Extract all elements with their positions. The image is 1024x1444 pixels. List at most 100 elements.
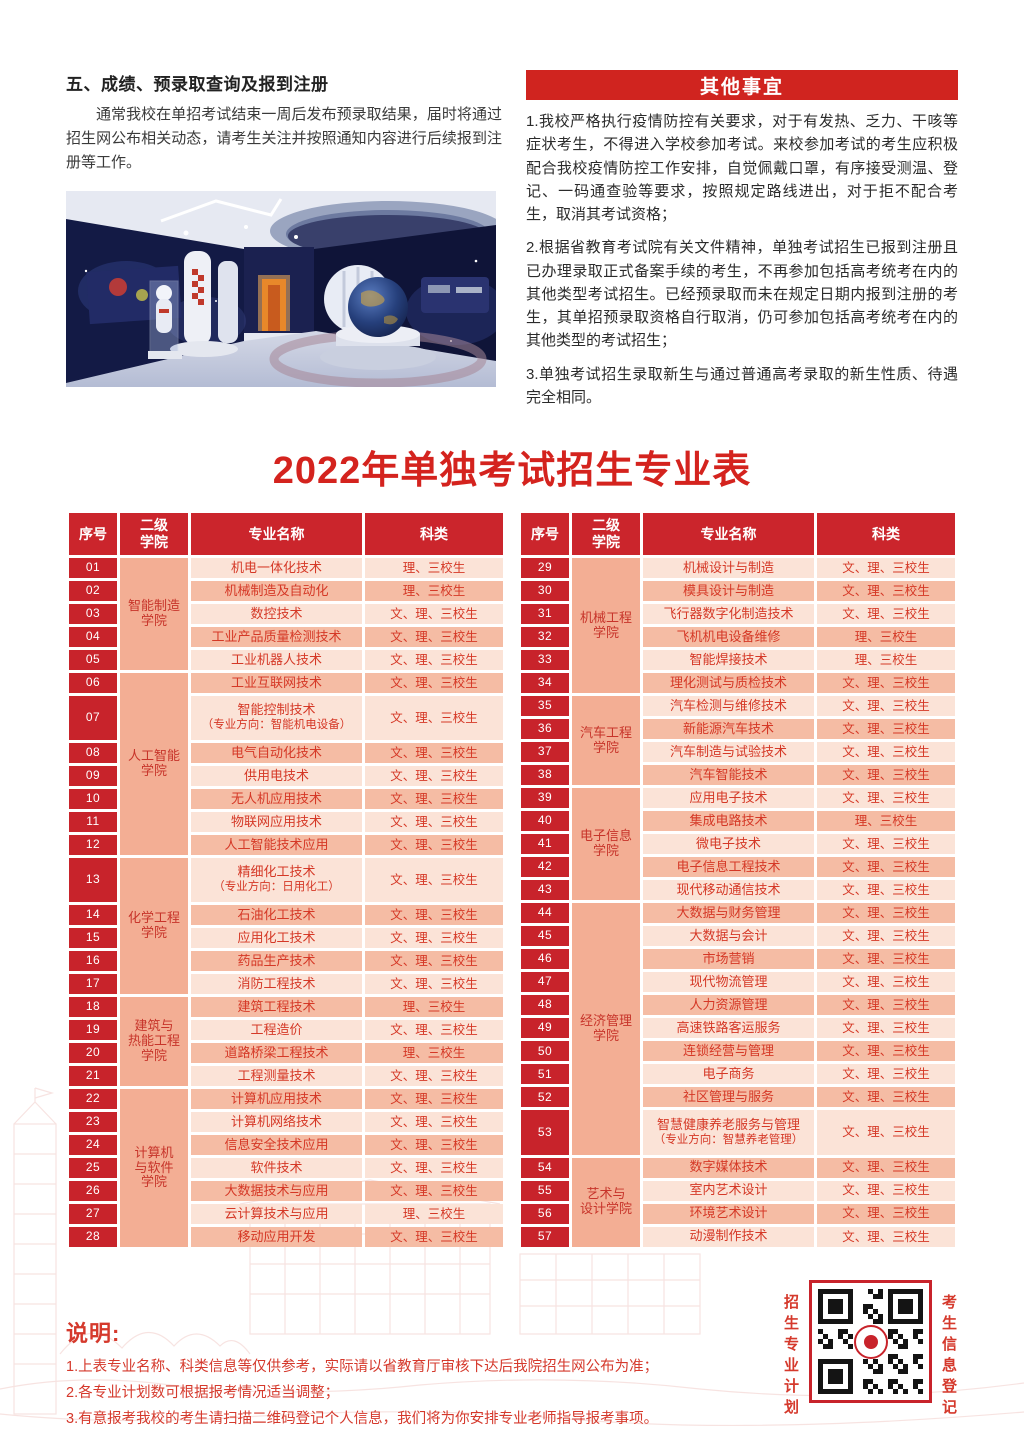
table-row: 40 集成电路技术 理、三校生 [521,811,955,832]
majors-table-left: 序号 二级 学院 专业名称 科类 01 智能制造 学院 机电一体化技术 理、三校生 02 机械制造… [66,510,506,1250]
row-number-cell: 16 [69,951,117,971]
row-number-cell: 25 [69,1158,117,1178]
table-row: 11 物联网应用技术 文、理、三校生 [69,812,503,832]
table-row: 41 微电子技术 文、理、三校生 [521,834,955,855]
major-name-cell: 电子信息工程技术 [643,857,814,878]
major-name-cell: 数字媒体技术 [643,1157,814,1178]
major-name-cell: 软件技术 [191,1158,362,1178]
major-name-cell: 环境艺术设计 [643,1203,814,1224]
table-row: 06 人工智能 学院 工业互联网技术 文、理、三校生 [69,673,503,855]
row-number-cell: 49 [521,1018,569,1039]
major-name-cell: 理化测试与质检技术 [643,673,814,694]
major-name-cell: 智慧健康养老服务与管理 （专业方向：智慧养老管理） [643,1110,814,1155]
table-row: 10 无人机应用技术 文、理、三校生 [69,789,503,809]
category-cell: 文、理、三校生 [365,812,503,832]
major-name-cell: 应用电子技术 [643,788,814,809]
row-number-cell: 30 [521,581,569,602]
category-cell: 文、理、三校生 [365,604,503,624]
section-body-text: 通常我校在单招考试结束一周后发布预录取结果，届时将通过招生网公布相关动态，请考生… [66,106,502,171]
row-number-cell: 41 [521,834,569,855]
note-1: 1.上表专业名称、科类信息等仅供参考，实际请以省教育厅审核下达后我院招生网公布为… [66,1359,659,1375]
row-number-cell: 22 [69,1089,117,1109]
table-row: 56 环境艺术设计 文、理、三校生 [521,1203,955,1224]
major-name-cell: 室内艺术设计 [643,1180,814,1201]
row-number-cell: 44 [521,903,569,924]
other-matters-column: 其他事宜 1.我校严格执行疫情防控有关要求，对于有发热、乏力、干咳等症状考生，不… [526,70,958,409]
major-name-cell: 电气自动化技术 [191,743,362,763]
category-cell: 文、理、三校生 [365,696,503,740]
major-name-cell: 社区管理与服务 [643,1087,814,1108]
major-name-cell: 云计算技术与应用 [191,1204,362,1224]
table-row: 07 智能控制技术 （专业方向：智能机电设备） 文、理、三校生 [69,696,503,740]
major-name-cell: 无人机应用技术 [191,789,362,809]
row-number-cell: 14 [69,905,117,925]
row-number-cell: 55 [521,1180,569,1201]
table-row: 14 石油化工技术 文、理、三校生 [69,905,503,925]
category-cell: 文、理、三校生 [817,926,955,947]
major-name-cell: 汽车制造与试验技术 [643,742,814,763]
college-cell: 电子信息 学院 [572,788,640,901]
major-name-cell: 物联网应用技术 [191,812,362,832]
table-row: 50 连锁经营与管理 文、理、三校生 [521,1041,955,1062]
major-name-cell: 大数据与财务管理 [643,903,814,924]
table-row: 39 电子信息 学院 应用电子技术 文、理、三校生 [521,788,955,901]
category-cell: 文、理、三校生 [817,1018,955,1039]
major-name-cell: 机电一体化技术 [191,558,362,578]
category-cell: 文、理、三校生 [365,1227,503,1247]
major-name-cell: 模具设计与制造 [643,581,814,602]
row-number-cell: 01 [69,558,117,578]
table-row: 28 移动应用开发 文、理、三校生 [69,1227,503,1247]
table-row: 01 智能制造 学院 机电一体化技术 理、三校生 [69,558,503,670]
major-name-cell: 大数据技术与应用 [191,1181,362,1201]
major-name-cell: 机械制造及自动化 [191,581,362,601]
row-number-cell: 03 [69,604,117,624]
table-row: 23 计算机网络技术 文、理、三校生 [69,1112,503,1132]
table-row: 55 室内艺术设计 文、理、三校生 [521,1180,955,1201]
category-cell: 文、理、三校生 [817,696,955,717]
column-header: 序号 [521,513,569,556]
category-cell: 文、理、三校生 [365,766,503,786]
category-cell: 理、三校生 [365,558,503,578]
row-number-cell: 11 [69,812,117,832]
major-name-cell: 新能源汽车技术 [643,719,814,740]
category-cell: 理、三校生 [365,1204,503,1224]
row-number-cell: 52 [521,1087,569,1108]
major-name-cell: 智能控制技术 （专业方向：智能机电设备） [191,696,362,740]
table-row: 04 工业产品质量检测技术 文、理、三校生 [69,627,503,647]
category-cell: 文、理、三校生 [817,788,955,809]
major-name-cell: 工业机器人技术 [191,650,362,670]
table-row: 52 社区管理与服务 文、理、三校生 [521,1087,955,1108]
table-row: 03 数控技术 文、理、三校生 [69,604,503,624]
college-cell: 机械工程 学院 [572,558,640,694]
row-number-cell: 15 [69,928,117,948]
row-number-cell: 40 [521,811,569,832]
major-name-cell: 人力资源管理 [643,995,814,1016]
category-cell: 文、理、三校生 [365,1112,503,1132]
table-row: 29 机械工程 学院 机械设计与制造 文、理、三校生 [521,558,955,694]
table-row: 09 供用电技术 文、理、三校生 [69,766,503,786]
table-row: 12 人工智能技术应用 文、理、三校生 [69,835,503,855]
category-cell: 文、理、三校生 [365,1020,503,1040]
qr-right-label: 考生信息登记 [941,1294,957,1416]
category-cell: 文、理、三校生 [817,1203,955,1224]
table-row: 34 理化测试与质检技术 文、理、三校生 [521,673,955,694]
major-name-cell: 高速铁路客运服务 [643,1018,814,1039]
table-row: 49 高速铁路客运服务 文、理、三校生 [521,1018,955,1039]
row-number-cell: 29 [521,558,569,579]
college-cell: 计算机 与软件 学院 [120,1089,188,1247]
category-cell: 文、理、三校生 [365,1066,503,1086]
table-row: 20 道路桥梁工程技术 理、三校生 [69,1043,503,1063]
major-name-cell: 汽车智能技术 [643,765,814,786]
college-cell: 人工智能 学院 [120,673,188,855]
category-cell: 理、三校生 [365,997,503,1017]
major-name-cell: 工业互联网技术 [191,673,362,693]
category-cell: 文、理、三校生 [365,928,503,948]
row-number-cell: 26 [69,1181,117,1201]
major-name-cell: 电子商务 [643,1064,814,1085]
row-number-cell: 51 [521,1064,569,1085]
category-cell: 文、理、三校生 [817,1226,955,1247]
row-number-cell: 21 [69,1066,117,1086]
row-number-cell: 38 [521,765,569,786]
category-cell: 文、理、三校生 [365,1135,503,1155]
table-row: 33 智能焊接技术 理、三校生 [521,650,955,671]
